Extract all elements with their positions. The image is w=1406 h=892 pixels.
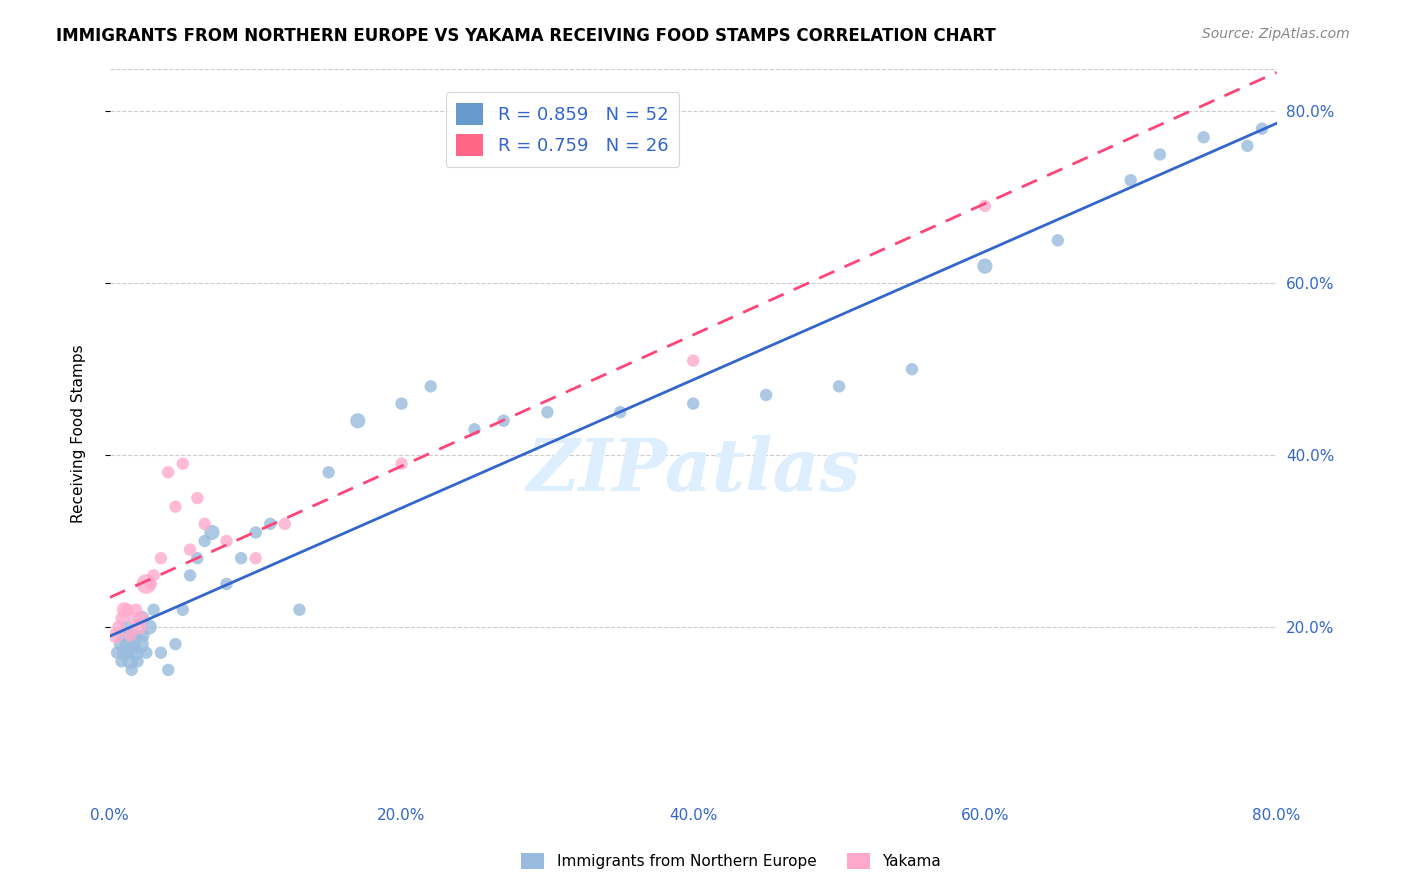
Point xyxy=(682,396,704,410)
Point xyxy=(1046,233,1069,247)
Text: ZIPatlas: ZIPatlas xyxy=(526,434,860,506)
Point xyxy=(132,628,155,642)
Point xyxy=(110,611,132,625)
Point xyxy=(117,620,139,634)
Point xyxy=(274,516,297,531)
Point xyxy=(229,551,252,566)
Point xyxy=(419,379,441,393)
Point xyxy=(1192,130,1215,145)
Point xyxy=(165,637,187,651)
Point xyxy=(245,551,267,566)
Point xyxy=(186,491,208,505)
Point xyxy=(125,646,148,660)
Point xyxy=(139,577,162,591)
Point xyxy=(142,568,165,582)
Point xyxy=(135,646,157,660)
Point xyxy=(115,637,138,651)
Point xyxy=(131,611,153,625)
Point xyxy=(179,568,201,582)
Point xyxy=(107,620,129,634)
Point xyxy=(973,199,995,213)
Point xyxy=(215,534,238,549)
Legend: R = 0.859   N = 52, R = 0.759   N = 26: R = 0.859 N = 52, R = 0.759 N = 26 xyxy=(446,92,679,167)
Legend: Immigrants from Northern Europe, Yakama: Immigrants from Northern Europe, Yakama xyxy=(516,847,946,875)
Point xyxy=(194,534,217,549)
Point xyxy=(186,551,208,566)
Point xyxy=(120,654,142,668)
Point xyxy=(127,654,149,668)
Point xyxy=(157,465,180,479)
Point xyxy=(318,465,340,479)
Point xyxy=(138,620,160,634)
Point xyxy=(201,525,224,540)
Point xyxy=(1236,138,1258,153)
Point xyxy=(105,646,128,660)
Point xyxy=(111,628,134,642)
Point xyxy=(346,414,368,428)
Text: Source: ZipAtlas.com: Source: ZipAtlas.com xyxy=(1202,27,1350,41)
Point xyxy=(118,646,141,660)
Point xyxy=(122,611,145,625)
Point xyxy=(110,654,132,668)
Point xyxy=(149,551,172,566)
Point xyxy=(391,396,413,410)
Point xyxy=(536,405,558,419)
Point xyxy=(135,577,157,591)
Point xyxy=(124,628,146,642)
Point xyxy=(973,259,995,273)
Point xyxy=(609,405,631,419)
Text: IMMIGRANTS FROM NORTHERN EUROPE VS YAKAMA RECEIVING FOOD STAMPS CORRELATION CHAR: IMMIGRANTS FROM NORTHERN EUROPE VS YAKAM… xyxy=(56,27,995,45)
Point xyxy=(131,611,153,625)
Point xyxy=(114,603,136,617)
Point xyxy=(128,637,150,651)
Point xyxy=(149,646,172,660)
Point xyxy=(391,457,413,471)
Point xyxy=(157,663,180,677)
Point xyxy=(215,577,238,591)
Point xyxy=(194,516,217,531)
Point xyxy=(288,603,311,617)
Point xyxy=(122,637,145,651)
Point xyxy=(901,362,924,376)
Point xyxy=(1119,173,1142,187)
Y-axis label: Receiving Food Stamps: Receiving Food Stamps xyxy=(72,344,86,523)
Point xyxy=(104,628,127,642)
Point xyxy=(120,628,142,642)
Point xyxy=(128,620,150,634)
Point xyxy=(172,457,194,471)
Point xyxy=(492,414,515,428)
Point xyxy=(828,379,851,393)
Point xyxy=(259,516,281,531)
Point xyxy=(755,388,778,402)
Point xyxy=(179,542,201,557)
Point xyxy=(108,637,131,651)
Point xyxy=(117,603,139,617)
Point xyxy=(125,603,148,617)
Point xyxy=(114,646,136,660)
Point xyxy=(682,353,704,368)
Point xyxy=(165,500,187,514)
Point xyxy=(172,603,194,617)
Point xyxy=(245,525,267,540)
Point xyxy=(142,603,165,617)
Point xyxy=(1251,121,1274,136)
Point xyxy=(463,422,485,436)
Point xyxy=(121,663,143,677)
Point xyxy=(1149,147,1171,161)
